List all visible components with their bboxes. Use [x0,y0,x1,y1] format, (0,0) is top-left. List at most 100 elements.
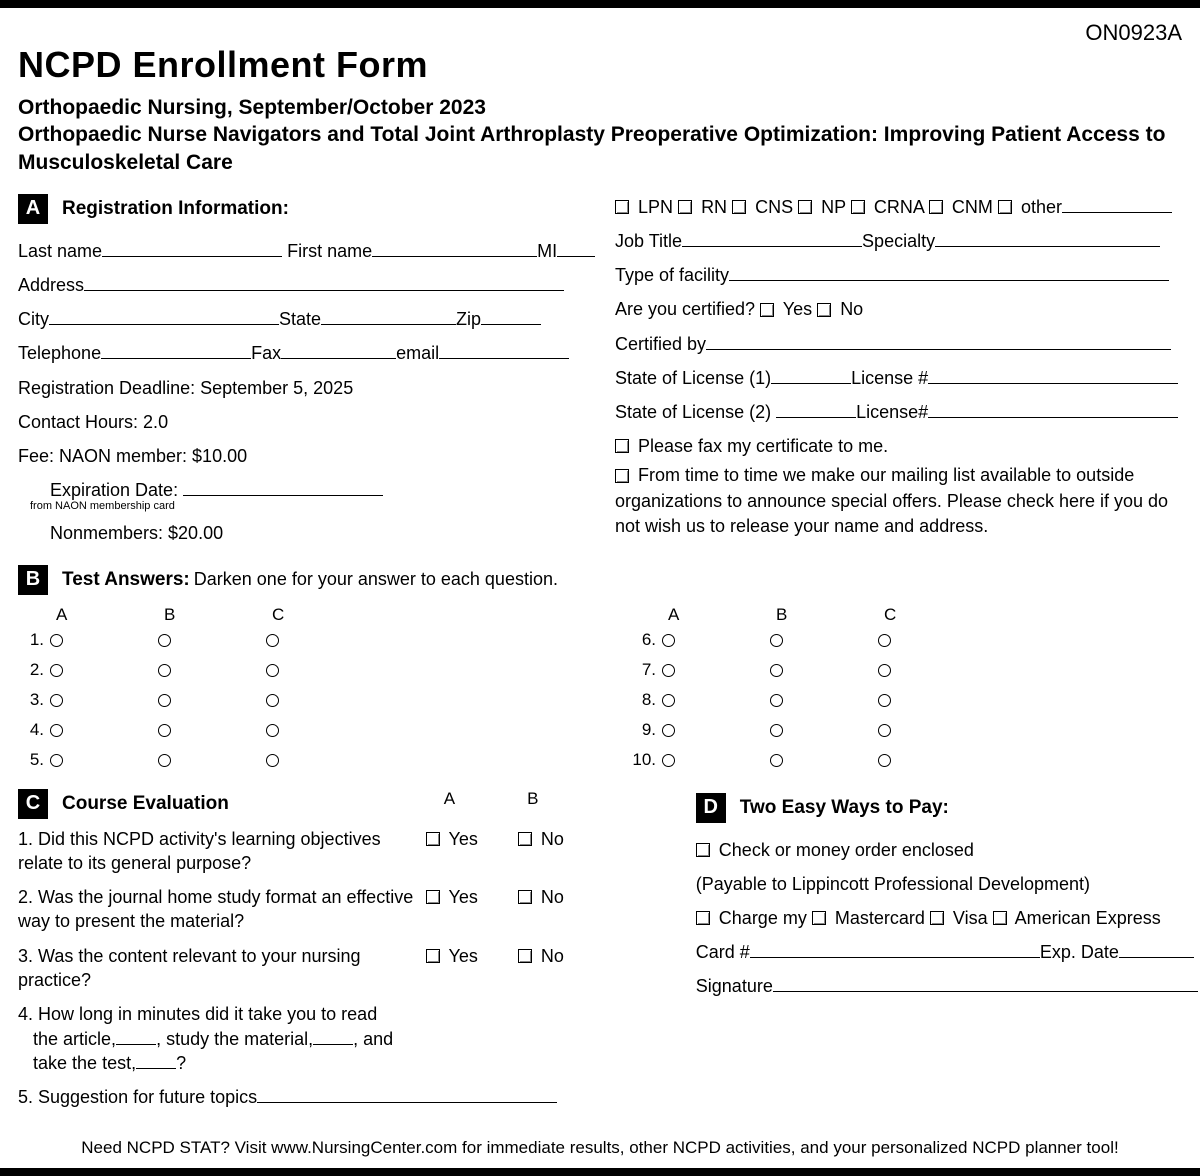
field-lic2state[interactable] [776,400,856,418]
checkbox-cns[interactable] [732,200,746,214]
label-state: State [279,309,321,329]
radio-a[interactable] [50,694,63,707]
field-state[interactable] [321,307,456,325]
radio-a[interactable] [662,754,675,767]
radio-c[interactable] [878,724,891,737]
field-expdate-pay[interactable] [1119,940,1194,958]
radio-c[interactable] [878,694,891,707]
checkbox-charge[interactable] [696,911,710,925]
radio-c[interactable] [266,754,279,767]
answer-num: 7. [630,660,662,680]
radio-b[interactable] [158,754,171,767]
checkbox-cert-yes[interactable] [760,303,774,317]
checkbox-faxcert[interactable] [615,439,629,453]
checkbox-other[interactable] [998,200,1012,214]
eval-head-a: A [444,789,455,819]
checkbox-rn[interactable] [678,200,692,214]
answer-num: 1. [18,630,50,650]
field-other[interactable] [1062,195,1172,213]
field-specialty[interactable] [935,229,1160,247]
field-q4-study[interactable] [313,1027,353,1045]
checkbox-q3-yes[interactable] [426,949,440,963]
radio-a[interactable] [50,664,63,677]
checkbox-visa[interactable] [930,911,944,925]
checkbox-mailing[interactable] [615,469,629,483]
radio-b[interactable] [158,634,171,647]
ans-head-a: A [56,605,164,625]
radio-b[interactable] [770,724,783,737]
radio-a[interactable] [50,634,63,647]
radio-a[interactable] [662,694,675,707]
field-signature[interactable] [773,974,1198,992]
checkbox-amex[interactable] [993,911,1007,925]
label-email: email [396,343,439,363]
q1-no: No [541,829,564,849]
radio-c[interactable] [266,664,279,677]
checkbox-q1-no[interactable] [518,832,532,846]
field-address[interactable] [84,273,564,291]
checkbox-lpn[interactable] [615,200,629,214]
checkbox-cnm[interactable] [929,200,943,214]
field-city[interactable] [49,307,279,325]
field-jobtitle[interactable] [682,229,862,247]
radio-a[interactable] [662,724,675,737]
field-mi[interactable] [557,239,595,257]
answer-row: 3. [18,685,570,715]
checkbox-q3-no[interactable] [518,949,532,963]
radio-c[interactable] [878,754,891,767]
checkbox-crna[interactable] [851,200,865,214]
radio-a[interactable] [662,664,675,677]
answer-num: 10. [630,750,662,770]
radio-b[interactable] [770,664,783,677]
field-lic1state[interactable] [771,366,851,384]
radio-b[interactable] [158,664,171,677]
radio-b[interactable] [770,694,783,707]
field-cardnum[interactable] [750,940,1040,958]
footer-text: Need NCPD STAT? Visit www.NursingCenter.… [18,1138,1182,1158]
checkbox-np[interactable] [798,200,812,214]
radio-c[interactable] [878,664,891,677]
radio-a[interactable] [50,754,63,767]
field-q4-test[interactable] [136,1051,176,1069]
checkbox-q2-no[interactable] [518,890,532,904]
field-firstname[interactable] [372,239,537,257]
field-zip[interactable] [481,307,541,325]
ans-head-b: B [164,605,272,625]
checkbox-q1-yes[interactable] [426,832,440,846]
radio-c[interactable] [266,634,279,647]
field-expdate[interactable] [183,478,383,496]
field-q4-read[interactable] [116,1027,156,1045]
radio-a[interactable] [50,724,63,737]
radio-a[interactable] [662,634,675,647]
radio-b[interactable] [770,754,783,767]
label-specialty: Specialty [862,231,935,251]
answer-num: 6. [630,630,662,650]
eval-q5: 5. Suggestion for future topics [18,1085,626,1109]
field-facility[interactable] [729,263,1169,281]
q1-yes: Yes [448,829,477,849]
checkbox-cert-no[interactable] [817,303,831,317]
answer-row: 4. [18,715,570,745]
field-q5[interactable] [257,1085,557,1103]
label-telephone: Telephone [18,343,101,363]
subtitle: Orthopaedic Nursing, September/October 2… [18,94,1182,176]
label-mailing: From time to time we make our mailing li… [615,465,1168,535]
radio-c[interactable] [266,694,279,707]
field-lic1num[interactable] [928,366,1178,384]
field-email[interactable] [439,341,569,359]
field-telephone[interactable] [101,341,251,359]
field-lic2num[interactable] [928,400,1178,418]
label-check: Check or money order enclosed [719,840,974,860]
radio-c[interactable] [878,634,891,647]
radio-c[interactable] [266,724,279,737]
radio-b[interactable] [770,634,783,647]
checkbox-mastercard[interactable] [812,911,826,925]
radio-b[interactable] [158,694,171,707]
radio-b[interactable] [158,724,171,737]
answers-grid: ABC 1.2.3.4.5. ABC 6.7.8.9.10. [18,605,1182,775]
field-lastname[interactable] [102,239,282,257]
field-fax[interactable] [281,341,396,359]
checkbox-q2-yes[interactable] [426,890,440,904]
checkbox-check[interactable] [696,843,710,857]
field-certby[interactable] [706,332,1171,350]
